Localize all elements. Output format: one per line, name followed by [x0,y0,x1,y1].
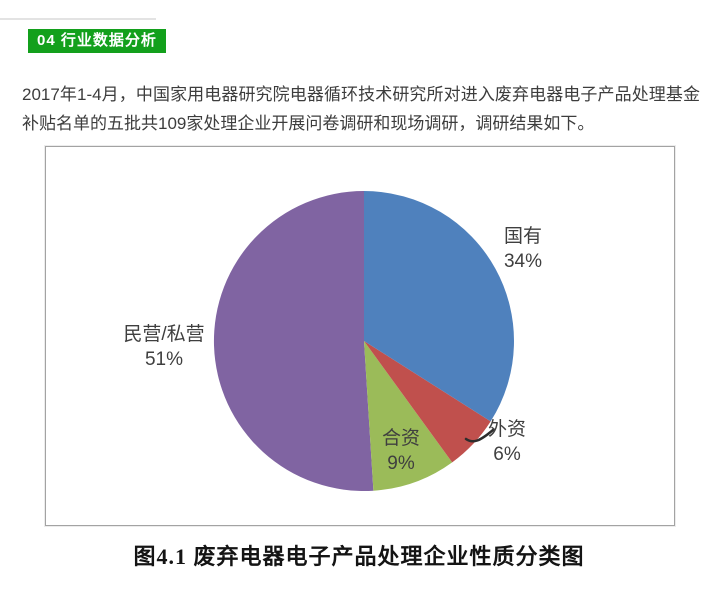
top-divider [0,18,156,20]
pie-label-foreign-name: 外资 [487,419,526,440]
callout-line-foreign-icon [464,428,495,443]
pie-label-joint-venture-name: 合资 [381,428,420,449]
pie-slice-1 [364,341,491,463]
pie-label-joint-venture: 合资 9% [356,426,446,476]
pie-label-state-owned: 国有 34% [468,224,578,274]
intro-paragraph: 2017年1-4月，中国家用电器研究院电器循环技术研究所对进入废弃电器电子产品处… [22,85,700,133]
pie-label-foreign-pct: 6% [493,444,521,465]
pie-slice-2 [364,341,453,491]
pie-chart-svg [213,191,514,491]
section-badge: 04 行业数据分析 [28,29,166,53]
pie-label-private: 民营/私营 51% [99,322,229,372]
pie-label-joint-venture-pct: 9% [387,453,415,474]
pie-slice-0 [364,191,514,422]
figure-caption: 图4.1 废弃电器电子产品处理企业性质分类图 [133,544,585,569]
pie-label-state-owned-name: 国有 [503,226,542,247]
pie-label-state-owned-pct: 34% [503,251,543,272]
pie-label-private-pct: 51% [144,349,184,370]
figure-frame: 国有 34% 民营/私营 51% 合资 9% 外资 6% [45,146,675,526]
pie-label-foreign: 外资 6% [462,417,552,467]
pie-slice-3 [213,191,374,491]
pie-label-private-name: 民营/私营 [123,324,205,345]
